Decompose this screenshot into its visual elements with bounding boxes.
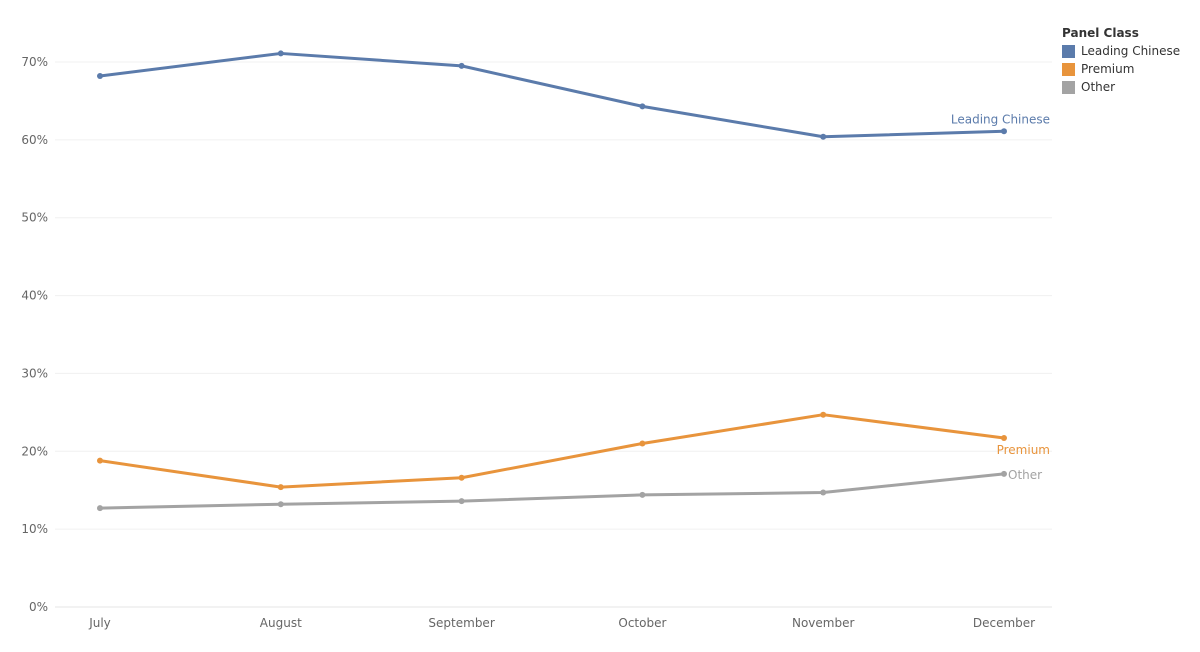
legend-item-other[interactable]: Other: [1062, 78, 1180, 96]
legend-item-premium[interactable]: Premium: [1062, 60, 1180, 78]
data-point-other: [1001, 470, 1007, 477]
data-point-premium: [639, 440, 646, 447]
data-point-premium: [458, 474, 465, 481]
data-point-leading-chinese: [639, 103, 646, 110]
legend: Panel Class Leading Chinese Premium Othe…: [1062, 26, 1180, 96]
data-point-other: [639, 491, 646, 498]
legend-label-leading-chinese: Leading Chinese: [1081, 44, 1181, 58]
legend-label-other: Other: [1081, 80, 1116, 94]
x-tick-label: August: [260, 616, 302, 630]
y-tick-label: 60%: [21, 133, 48, 147]
y-tick-label: 30%: [21, 366, 48, 380]
data-point-leading-chinese: [820, 133, 827, 140]
data-point-premium: [820, 411, 827, 418]
data-point-leading-chinese: [277, 50, 284, 57]
legend-label-premium: Premium: [1081, 62, 1135, 76]
data-point-premium: [277, 484, 284, 491]
x-tick-label: December: [973, 616, 1035, 630]
data-point-premium: [1001, 435, 1007, 442]
data-point-leading-chinese: [458, 62, 465, 69]
data-point-leading-chinese: [1001, 128, 1007, 135]
end-label-leading-chinese: Leading Chinese: [951, 112, 1050, 126]
series-line-premium: [98, 413, 1006, 489]
y-tick-label: 20%: [21, 444, 48, 458]
y-tick-label: 10%: [21, 522, 48, 536]
x-tick-label: September: [428, 616, 494, 630]
x-tick-label: July: [88, 616, 111, 630]
end-label-premium: Premium: [997, 443, 1050, 457]
data-point-premium: [97, 457, 103, 464]
series-line-leading-chinese: [98, 51, 1006, 139]
legend-swatch-other: [1062, 80, 1075, 94]
data-point-other: [277, 501, 284, 508]
legend-swatch-premium: [1062, 62, 1075, 76]
data-point-other: [820, 489, 827, 496]
legend-swatch-leading-chinese: [1062, 44, 1075, 58]
x-tick-label: October: [618, 616, 666, 630]
series-line-other: [98, 472, 1006, 510]
y-tick-label: 0%: [29, 600, 48, 614]
legend-title: Panel Class: [1062, 26, 1139, 40]
data-point-other: [458, 498, 465, 505]
y-tick-label: 70%: [21, 55, 48, 69]
legend-item-leading-chinese[interactable]: Leading Chinese: [1062, 42, 1180, 60]
y-tick-label: 40%: [21, 289, 48, 303]
end-label-other: Other: [1008, 468, 1042, 482]
data-point-leading-chinese: [97, 73, 103, 80]
x-tick-label: November: [792, 616, 854, 630]
data-point-other: [97, 505, 103, 512]
y-tick-label: 50%: [21, 211, 48, 225]
